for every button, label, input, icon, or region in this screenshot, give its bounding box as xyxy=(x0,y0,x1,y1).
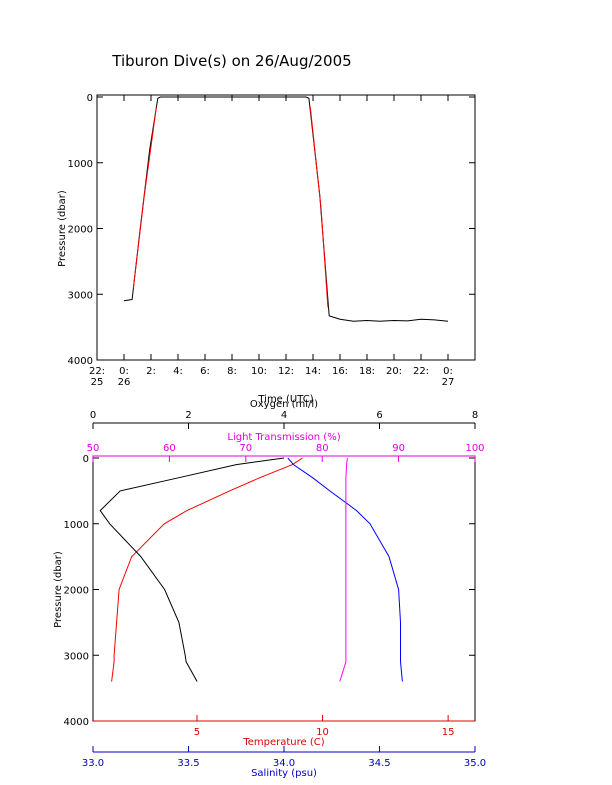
x-tick-label: 15 xyxy=(442,727,455,738)
x-tick-label: 8 xyxy=(472,410,478,421)
y-tick-label: 3000 xyxy=(68,290,93,301)
x-tick-label: 12: xyxy=(278,366,294,377)
x-tick-label: 8: xyxy=(227,366,237,377)
x-tick-label: 2 xyxy=(185,410,191,421)
y-tick-label: 4000 xyxy=(64,717,89,728)
y-tick-label: 2000 xyxy=(68,225,93,236)
x-tick-label: 33.5 xyxy=(177,758,199,769)
x-tick-label: 2: xyxy=(146,366,156,377)
x-tick-label: 33.0 xyxy=(82,758,104,769)
y-tick-label: 1000 xyxy=(68,159,93,170)
x-tick-label: 6 xyxy=(376,410,382,421)
x-tick-label: 10 xyxy=(316,727,329,738)
x-tick-label: 20: xyxy=(386,366,402,377)
plot-frame xyxy=(96,94,476,361)
series-line xyxy=(123,96,449,322)
x-tick-label: 16: xyxy=(332,366,348,377)
x-tick-label: 22: xyxy=(413,366,429,377)
x-tick-label: 100 xyxy=(465,443,484,454)
x-tick-label: 14: xyxy=(305,366,321,377)
x-tick-label: 4: xyxy=(173,366,183,377)
x-tick-label: 35.0 xyxy=(464,758,486,769)
plot-frame xyxy=(92,455,476,722)
x-tick-label: 34.5 xyxy=(368,758,390,769)
x-tick-label: 0: 26 xyxy=(118,366,131,388)
x-axis-label: Oxygen (ml/l) xyxy=(250,399,318,410)
y-tick-label: 2000 xyxy=(64,586,89,597)
x-tick-label: 0: 27 xyxy=(442,366,455,388)
x-tick-label: 22: 25 xyxy=(89,366,105,388)
x-axis-label: Time (UTC) xyxy=(257,394,313,405)
y-tick-label: 4000 xyxy=(68,356,93,367)
x-tick-label: 60 xyxy=(163,443,176,454)
x-tick-label: 18: xyxy=(359,366,375,377)
x-tick-label: 50 xyxy=(87,443,100,454)
x-tick-label: 70 xyxy=(239,443,252,454)
x-tick-label: 90 xyxy=(392,443,405,454)
series-line xyxy=(132,106,329,308)
y-axis-label: Pressure (dbar) xyxy=(57,190,68,267)
y-tick-label: 1000 xyxy=(64,520,89,531)
x-tick-label: 10: xyxy=(251,366,267,377)
x-axis-label: Light Transmission (%) xyxy=(227,432,340,443)
series-line xyxy=(99,457,285,682)
x-tick-label: 80 xyxy=(316,443,329,454)
x-axis-label: Temperature (C) xyxy=(242,737,324,748)
x-axis-label: Salinity (psu) xyxy=(251,768,317,779)
y-axis-label: Pressure (dbar) xyxy=(53,551,64,628)
series-line xyxy=(287,457,403,682)
series-line xyxy=(339,457,348,682)
x-tick-label: 6: xyxy=(200,366,210,377)
x-tick-label: 0 xyxy=(90,410,96,421)
y-tick-label: 0 xyxy=(87,93,93,104)
x-tick-label: 34.0 xyxy=(273,758,295,769)
chart-title: Tiburon Dive(s) on 26/Aug/2005 xyxy=(111,52,351,70)
series-line xyxy=(111,457,303,682)
y-tick-label: 3000 xyxy=(64,651,89,662)
x-tick-label: 4 xyxy=(281,410,287,421)
y-tick-label: 0 xyxy=(83,454,89,465)
x-tick-label: 5 xyxy=(194,727,200,738)
